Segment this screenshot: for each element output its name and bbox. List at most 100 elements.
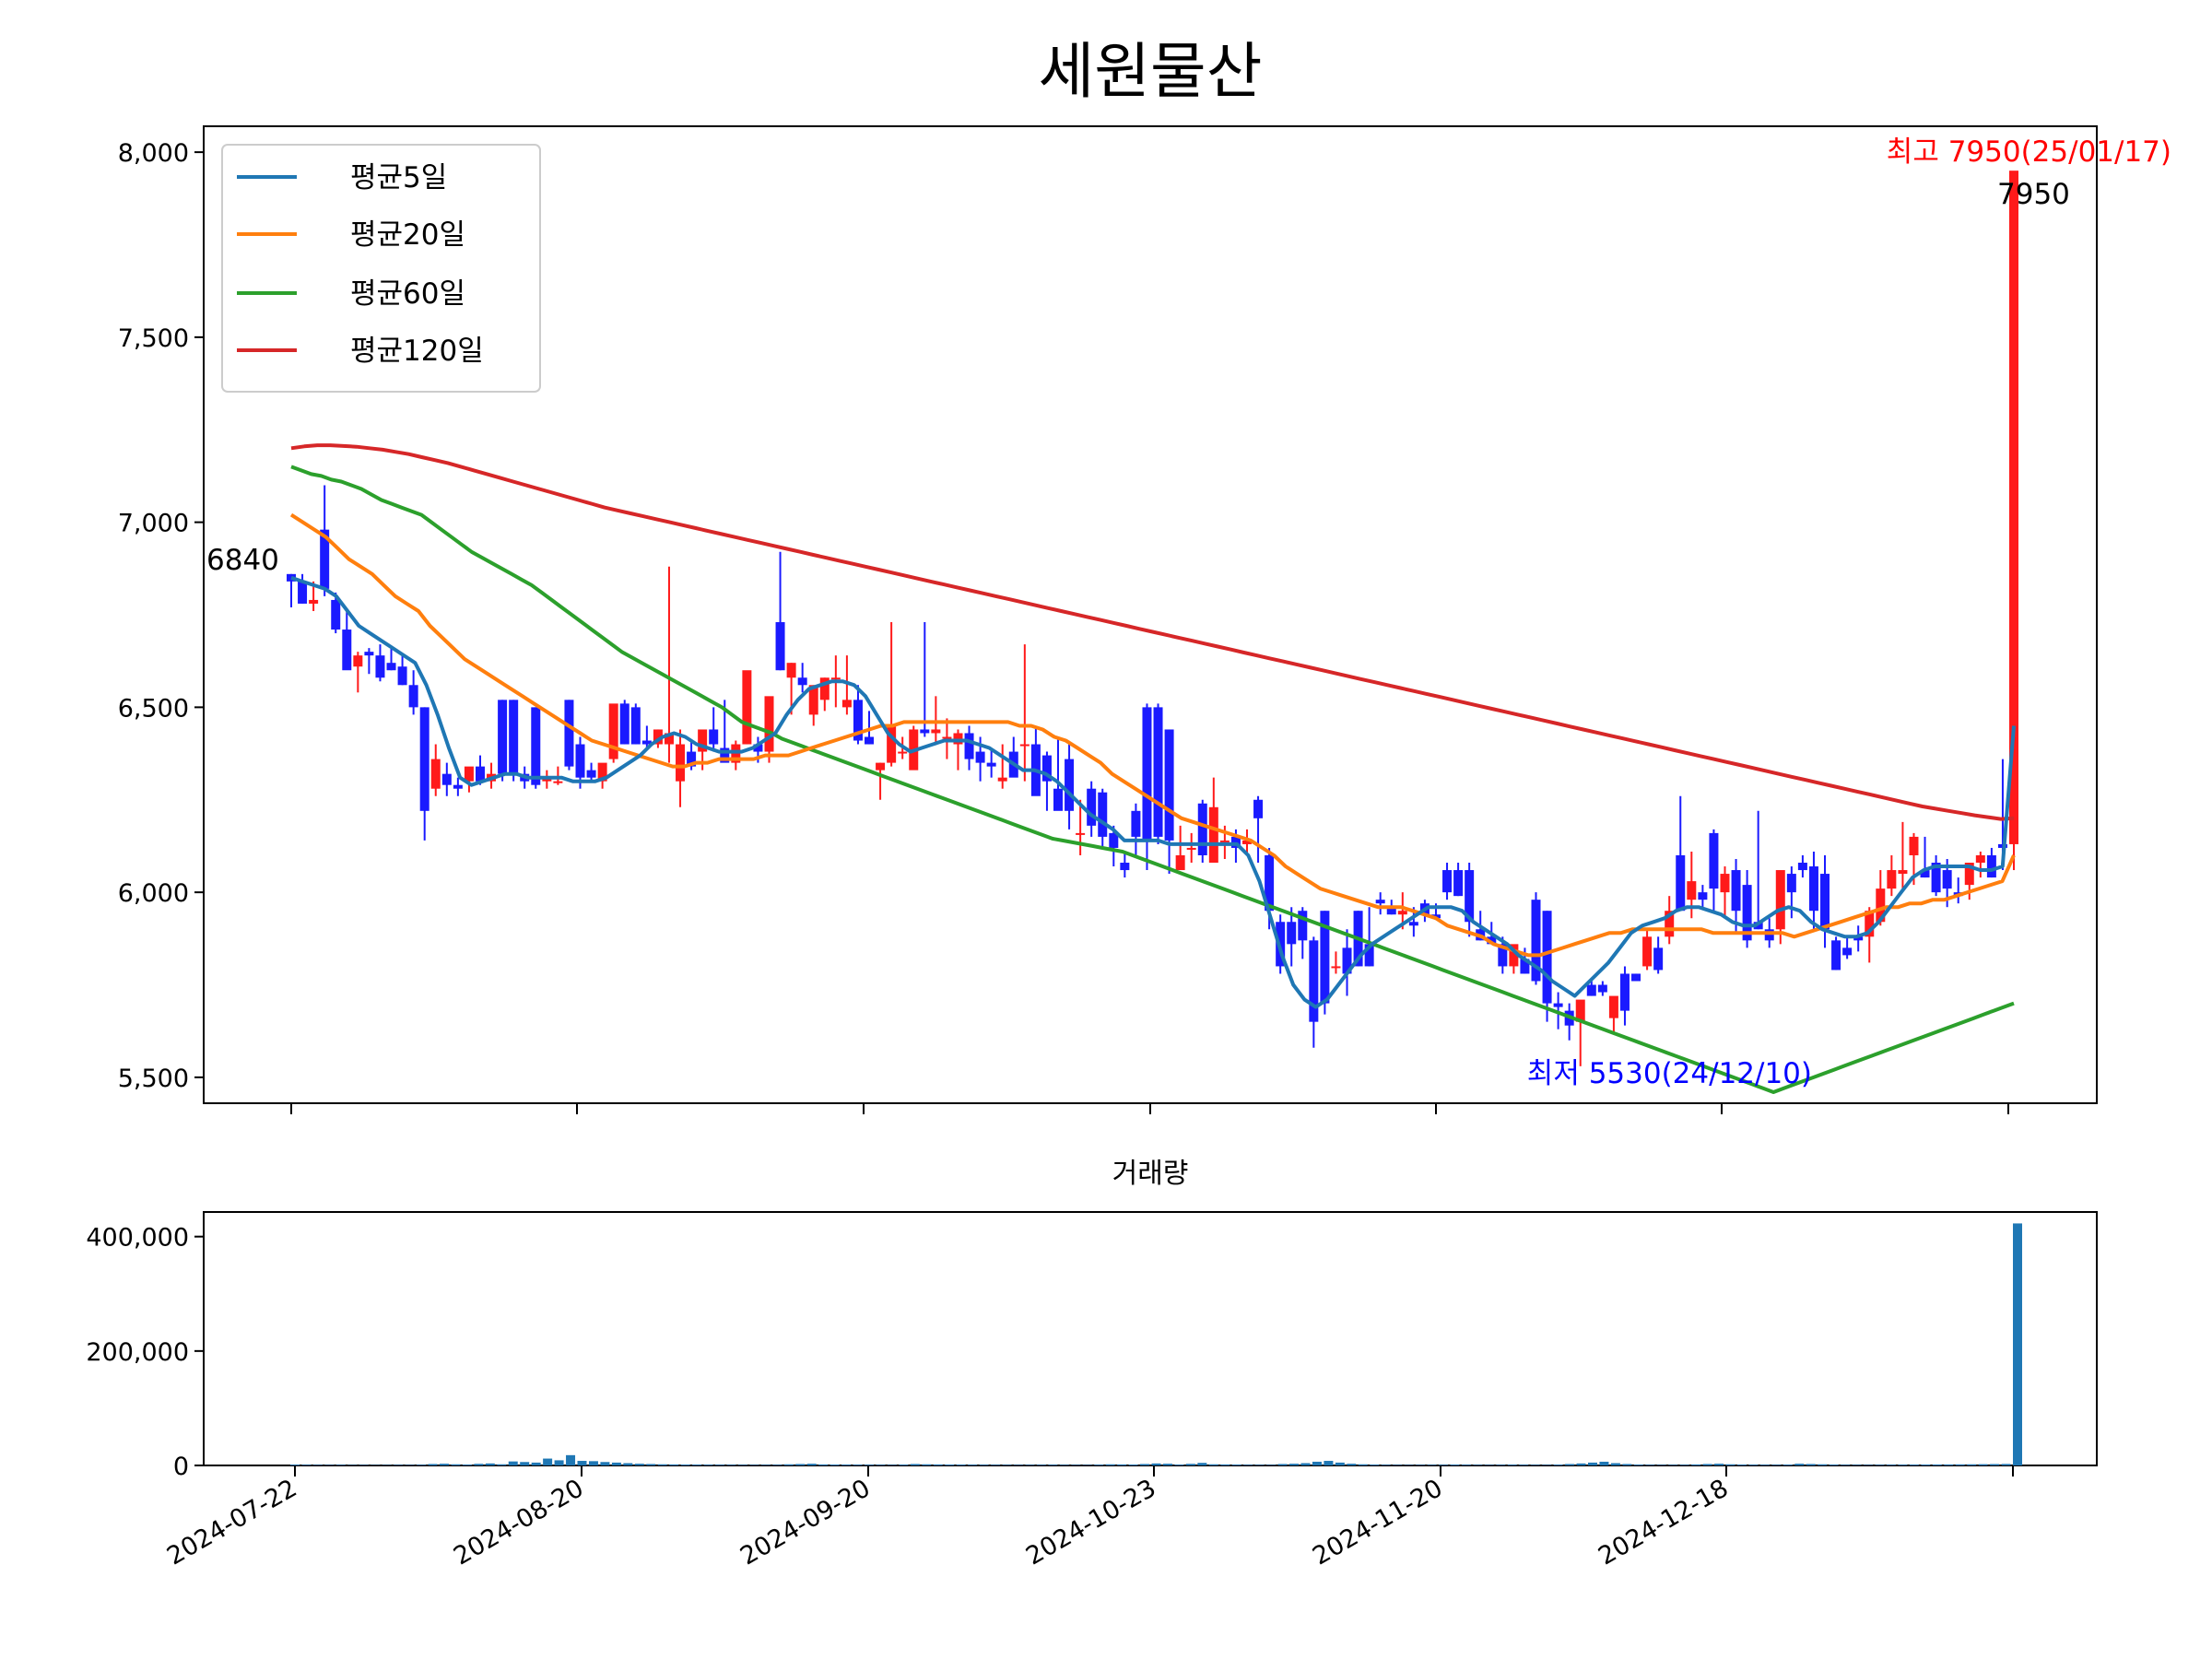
candle-down xyxy=(920,622,930,737)
candle-body xyxy=(1687,881,1697,900)
candle-body xyxy=(375,655,385,678)
candle-body xyxy=(1120,863,1130,871)
candle-up xyxy=(1665,896,1675,945)
candle-up xyxy=(1975,851,1985,878)
candle-down xyxy=(1731,859,1741,934)
candle-body xyxy=(419,707,429,811)
volume-bar xyxy=(566,1454,576,1465)
candle-body xyxy=(1853,936,1864,941)
candle-up xyxy=(1865,907,1875,963)
candle-up xyxy=(1608,995,1618,1033)
candle-body xyxy=(1608,995,1618,1018)
volume-bar xyxy=(1347,1464,1357,1465)
volume-bar xyxy=(2001,1464,2011,1465)
candle-up xyxy=(2009,171,2018,871)
volume-bar xyxy=(1702,1464,1712,1465)
candle-body xyxy=(408,685,418,708)
candle-down xyxy=(1375,892,1385,915)
candle-down xyxy=(509,700,519,782)
candle-body xyxy=(887,725,897,763)
candle-body xyxy=(841,700,852,708)
candle-down xyxy=(1364,907,1374,967)
candle-down xyxy=(1709,829,1719,912)
candle-body xyxy=(1831,940,1841,971)
candle-down xyxy=(364,648,374,675)
candle-down xyxy=(1698,885,1708,908)
candle-down xyxy=(1131,803,1141,855)
candle-down xyxy=(1820,854,1830,948)
candle-body xyxy=(1920,870,1930,878)
legend-item-ma20: 평균20일 xyxy=(237,218,465,252)
candle-body xyxy=(441,773,452,785)
candle-down xyxy=(1087,781,1097,837)
candle-body xyxy=(1241,840,1252,844)
candle-body xyxy=(1087,788,1097,826)
candle-body xyxy=(641,740,652,745)
candle-body xyxy=(1931,863,1941,893)
candle-body xyxy=(975,751,985,763)
volume-bar xyxy=(646,1464,656,1465)
ma20-line xyxy=(289,512,2016,958)
candle-up xyxy=(1241,829,1252,855)
legend-label-ma60: 평균60일 xyxy=(350,277,465,311)
volume-bar xyxy=(577,1461,587,1465)
volume-bar xyxy=(1312,1461,1322,1465)
candle-body xyxy=(764,696,774,752)
candle-up xyxy=(841,655,852,715)
candle-down xyxy=(564,700,574,771)
candle-up xyxy=(1019,644,1030,782)
candle-body xyxy=(331,599,341,630)
candle-body xyxy=(1709,832,1719,889)
volume-bar xyxy=(1140,1464,1150,1465)
candle-body xyxy=(1597,984,1607,993)
candle-down xyxy=(709,707,719,752)
candle-down xyxy=(320,485,330,596)
candle-body xyxy=(1808,866,1818,912)
candle-body xyxy=(819,677,830,700)
candle-down xyxy=(1342,929,1352,996)
candle-body xyxy=(797,677,807,686)
candle-up xyxy=(1887,854,1897,897)
candle-body xyxy=(1397,911,1407,915)
price-panel: 5,500 6,000 6,500 7,000 7,500 8,000 6840 7950… xyxy=(118,125,2171,1114)
candle-body xyxy=(1265,854,1275,912)
candle-down xyxy=(1053,736,1064,811)
candle-up xyxy=(664,566,674,763)
candle-body xyxy=(1098,792,1108,837)
candle-body xyxy=(986,762,996,767)
volume-bar xyxy=(1151,1463,1161,1465)
candle-down xyxy=(986,747,996,778)
candle-body xyxy=(1942,870,1952,889)
price-y-tick-label: 8,000 xyxy=(118,139,189,168)
candle-down xyxy=(1631,973,1641,982)
candle-down xyxy=(1253,795,1264,864)
candle-down xyxy=(419,707,429,841)
volume-bar xyxy=(1576,1463,1586,1465)
candle-down xyxy=(1931,854,1941,897)
volume-bar xyxy=(588,1461,598,1465)
candle-body xyxy=(531,707,541,785)
volume-title: 거래량 xyxy=(1112,1158,1189,1190)
candle-down xyxy=(1797,854,1807,878)
candle-body xyxy=(865,736,875,745)
candle-body xyxy=(676,744,686,782)
moving-average-lines xyxy=(289,443,2016,1094)
volume-bar xyxy=(1714,1464,1724,1465)
candle-down xyxy=(1309,936,1319,1048)
candle-body xyxy=(1342,947,1352,974)
candle-body xyxy=(876,762,886,771)
volume-bar xyxy=(1806,1464,1816,1465)
candle-up xyxy=(876,762,886,800)
candle-body xyxy=(1586,984,1596,996)
candle-body xyxy=(430,759,441,789)
candle-down xyxy=(531,707,541,789)
candle-down xyxy=(775,551,785,671)
candle-body xyxy=(475,766,485,782)
candle-down xyxy=(1287,907,1297,967)
candle-body xyxy=(342,629,352,671)
candle-down xyxy=(1808,851,1818,930)
legend-label-ma20: 평균20일 xyxy=(350,218,465,252)
volume-bar xyxy=(1300,1463,1311,1465)
candle-body xyxy=(1175,854,1185,871)
